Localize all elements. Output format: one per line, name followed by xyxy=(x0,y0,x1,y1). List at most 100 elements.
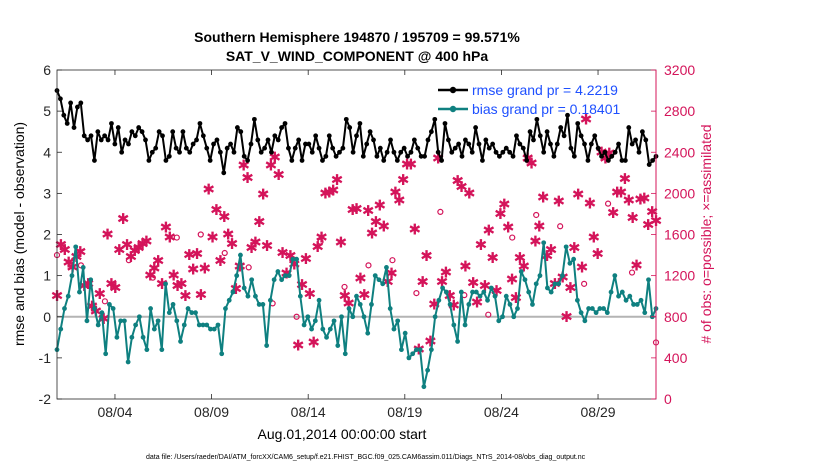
rmse-point xyxy=(480,158,485,163)
rmse-point xyxy=(166,153,172,159)
rmse-point xyxy=(238,129,244,135)
y-left-tick-label: 3 xyxy=(43,185,51,201)
bias-point xyxy=(500,314,505,320)
obs-assimilated-marker: ✱ xyxy=(272,166,285,184)
rmse-point xyxy=(486,145,492,151)
rmse-point xyxy=(585,158,591,163)
obs-assimilated-marker: ✱ xyxy=(576,258,589,276)
bias-point xyxy=(402,330,408,336)
rmse-point xyxy=(173,145,179,151)
obs-possible-marker xyxy=(245,264,252,271)
obs-assimilated-marker: ✱ xyxy=(405,156,418,174)
obs-assimilated-marker: ✱ xyxy=(335,234,348,252)
rmse-point xyxy=(609,153,615,159)
obs-assimilated-marker: ✱ xyxy=(420,247,433,265)
obs-assimilated-marker: ✱ xyxy=(498,196,511,214)
bias-point xyxy=(395,318,401,324)
obs-assimilated-marker: ✱ xyxy=(319,184,332,202)
bias-point xyxy=(155,318,161,324)
bias-point xyxy=(631,302,636,307)
rmse-point xyxy=(602,149,608,155)
bias-point xyxy=(384,265,389,270)
obs-assimilated-marker: ✱ xyxy=(261,237,274,255)
rmse-point xyxy=(326,133,332,139)
bias-point xyxy=(62,306,67,311)
bias-point xyxy=(604,310,610,316)
rmse-point xyxy=(143,137,148,143)
bias-point xyxy=(492,293,498,299)
obs-assimilated-marker: ✱ xyxy=(342,294,355,312)
bias-point xyxy=(121,318,127,324)
x-tick-label: 08/19 xyxy=(387,404,422,420)
rmse-point xyxy=(401,145,407,151)
obs-assimilated-marker: ✱ xyxy=(467,274,480,292)
bias-point xyxy=(133,322,139,328)
obs-possible-marker xyxy=(365,262,372,269)
chart-subtitle: SAT_V_WIND_COMPONENT @ 400 hPa xyxy=(226,48,489,64)
rmse-point xyxy=(354,133,359,139)
obs-assimilated-marker: ✱ xyxy=(311,238,324,256)
rmse-point xyxy=(514,133,519,139)
obs-possible-marker xyxy=(149,274,156,281)
bias-point xyxy=(436,297,442,303)
bias-point xyxy=(597,306,603,311)
bias-point xyxy=(327,326,333,332)
obs-assimilated-marker: ✱ xyxy=(214,252,227,270)
bias-point xyxy=(118,318,124,324)
obs-assimilated-marker: ✱ xyxy=(171,277,184,295)
bias-point xyxy=(245,293,251,299)
bias-point xyxy=(357,302,363,307)
rmse-point xyxy=(405,153,410,159)
rmse-point xyxy=(517,141,523,147)
rmse-point xyxy=(78,100,84,106)
rmse-point xyxy=(398,149,404,155)
bias-point xyxy=(230,289,236,295)
bias-point xyxy=(178,339,183,344)
rmse-point xyxy=(163,158,169,163)
bias-point xyxy=(301,322,307,328)
rmse-point xyxy=(415,145,421,151)
obs-possible-marker xyxy=(317,238,324,245)
bias-point xyxy=(365,330,371,336)
rmse-point xyxy=(183,145,189,151)
bias-point xyxy=(256,302,262,307)
rmse-point xyxy=(122,137,128,143)
bias-point xyxy=(586,306,592,311)
rmse-point xyxy=(534,116,540,122)
obs-possible-marker xyxy=(604,200,612,207)
rmse-point xyxy=(129,129,135,135)
rmse-point xyxy=(139,129,145,135)
bias-point xyxy=(249,277,255,283)
rmse-point xyxy=(337,149,342,155)
rmse-point xyxy=(95,129,101,135)
rmse-point xyxy=(507,149,513,155)
rmse-point xyxy=(112,141,118,147)
bias-point xyxy=(200,322,206,328)
rmse-point xyxy=(612,149,618,155)
bias-point xyxy=(515,306,520,311)
rmse-point xyxy=(306,141,312,147)
bias-point xyxy=(166,310,172,316)
y-left-tick-label: 0 xyxy=(43,309,51,325)
bias-point xyxy=(421,384,427,390)
rmse-point xyxy=(177,149,182,155)
bias-point xyxy=(380,281,386,287)
obs-assimilated-marker: ✱ xyxy=(222,226,235,244)
obs-assimilated-marker: ✱ xyxy=(584,195,597,213)
rmse-point xyxy=(149,149,155,155)
axes: 08/04 08/09 08/14 08/19 08/24 08/29 -2 -1 0 1 2 3 4 5… xyxy=(39,62,696,420)
obs-assimilated-marker: ✱ xyxy=(611,183,624,201)
obs-assimilated-marker: ✱ xyxy=(101,226,114,244)
obs-assimilated-marker: ✱ xyxy=(226,235,239,253)
bias-point xyxy=(335,343,341,348)
x-tick-label: 08/04 xyxy=(97,404,132,420)
rmse-point xyxy=(616,141,621,147)
rmse-point xyxy=(592,133,598,139)
bias-point xyxy=(432,314,438,320)
rmse-point xyxy=(75,104,80,110)
bias-point xyxy=(496,318,502,324)
obs-assimilated-marker: ✱ xyxy=(117,210,130,228)
y-right-tick-label: 2800 xyxy=(664,103,695,119)
rmse-point xyxy=(428,129,434,135)
